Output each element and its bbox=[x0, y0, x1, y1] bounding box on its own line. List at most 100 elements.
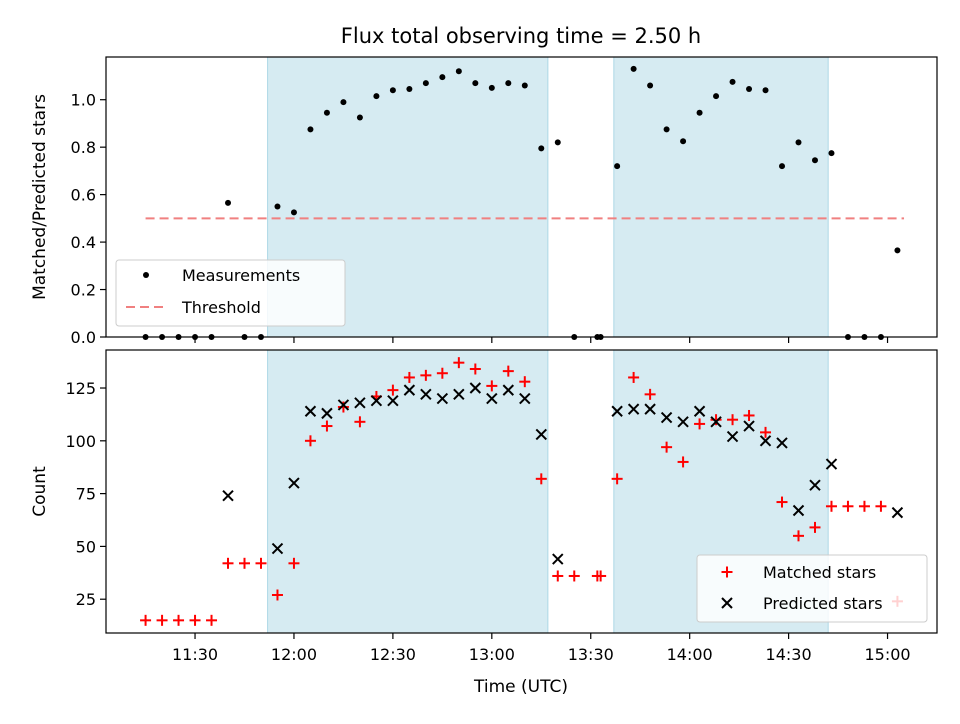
predicted-stars-point-b bbox=[436, 392, 449, 405]
measurement-point bbox=[713, 93, 720, 100]
measurement-point bbox=[225, 199, 232, 206]
matched-stars-point bbox=[420, 369, 432, 381]
predicted-stars-point bbox=[710, 416, 722, 428]
legend-measurements-label: Measurements bbox=[182, 266, 300, 285]
y-tick-label: 0.8 bbox=[71, 138, 96, 157]
axes-frame bbox=[105, 349, 938, 634]
matched-stars-point bbox=[694, 418, 706, 430]
matched-stars-point bbox=[502, 365, 514, 377]
legend-predicted-label: Predicted stars bbox=[763, 594, 883, 613]
predicted-stars-point bbox=[321, 407, 333, 420]
predicted-stars-point-b bbox=[644, 403, 656, 415]
predicted-stars-point-b bbox=[271, 542, 284, 555]
matched-stars-point bbox=[568, 570, 580, 582]
predicted-stars-point-b bbox=[759, 435, 772, 447]
chart-title: Flux total observing time = 2.50 h bbox=[341, 24, 701, 48]
matched-stars-point bbox=[552, 570, 564, 582]
predicted-stars-point-b bbox=[611, 405, 623, 417]
predicted-stars-point bbox=[469, 382, 482, 394]
predicted-stars-point-b bbox=[321, 407, 333, 420]
predicted-stars-point-b bbox=[891, 506, 904, 519]
predicted-stars-point bbox=[354, 397, 366, 409]
predicted-stars-point bbox=[776, 437, 788, 449]
matched-stars-point bbox=[354, 416, 366, 428]
legend-matched-label: Matched stars bbox=[763, 563, 876, 582]
predicted-stars-point bbox=[726, 430, 739, 443]
predicted-stars-point bbox=[677, 416, 689, 428]
y-tick-label: 0.4 bbox=[71, 233, 96, 252]
matched-stars-point bbox=[288, 557, 300, 569]
matched-stars-point bbox=[206, 614, 218, 626]
predicted-stars-point bbox=[627, 403, 640, 415]
matched-stars-point bbox=[239, 557, 250, 569]
predicted-stars-point-b bbox=[222, 490, 234, 502]
matched-stars-point bbox=[611, 473, 623, 485]
matched-stars-point bbox=[469, 363, 481, 375]
y-axis-label: Count bbox=[30, 466, 50, 517]
matched-stars-point bbox=[519, 376, 531, 388]
measurement-point bbox=[422, 80, 429, 87]
predicted-stars-point-b bbox=[535, 428, 547, 441]
predicted-stars-point-b bbox=[660, 411, 673, 424]
measurement-point bbox=[729, 78, 736, 85]
x-tick-label: 14:30 bbox=[766, 645, 812, 664]
measurement-point bbox=[274, 203, 281, 210]
predicted-stars-point bbox=[420, 388, 432, 401]
matched-stars-point bbox=[644, 388, 656, 400]
y-tick-label: 0.6 bbox=[71, 186, 96, 205]
predicted-stars-point-b bbox=[809, 479, 821, 491]
predicted-stars-point bbox=[792, 504, 805, 517]
matched-stars-point bbox=[743, 409, 755, 421]
predicted-stars-point bbox=[436, 392, 449, 405]
x-tick-label: 12:30 bbox=[370, 645, 416, 664]
predicted-stars-point bbox=[387, 394, 399, 407]
matched-stars-point bbox=[304, 435, 316, 447]
observing-interval-2 bbox=[613, 56, 829, 338]
measurement-point bbox=[630, 65, 637, 72]
matched-stars-point bbox=[453, 357, 465, 369]
measurement-point bbox=[762, 87, 769, 94]
measurement-point bbox=[323, 109, 330, 116]
measurement-point bbox=[521, 82, 528, 89]
predicted-stars-point-b bbox=[337, 399, 350, 411]
measurement-point bbox=[373, 93, 380, 100]
predicted-stars-point-b bbox=[502, 384, 515, 396]
measurement-point bbox=[307, 126, 314, 133]
x-tick-label: 13:30 bbox=[568, 645, 614, 664]
axes-frame bbox=[105, 56, 938, 338]
measurement-point bbox=[614, 163, 621, 170]
predicted-stars-point bbox=[644, 403, 656, 415]
measurement-point bbox=[779, 163, 786, 170]
measurement-point bbox=[647, 82, 654, 89]
predicted-stars-point-b bbox=[792, 504, 805, 517]
y-tick-label: 0.2 bbox=[71, 281, 96, 300]
predicted-stars-point bbox=[743, 420, 755, 432]
predicted-stars-point-b bbox=[453, 388, 465, 401]
measurement-point bbox=[746, 86, 753, 93]
x-tick-label: 15:00 bbox=[864, 645, 910, 664]
y-axis-label: Matched/Predicted stars bbox=[30, 94, 50, 300]
predicted-stars-point-b bbox=[354, 397, 366, 409]
y-tick-label: 100 bbox=[65, 432, 96, 451]
matched-stars-point bbox=[535, 473, 547, 485]
measurement-point bbox=[389, 87, 396, 94]
matched-stars-point bbox=[776, 496, 788, 508]
predicted-stars-point-b bbox=[726, 430, 739, 443]
y-tick-label: 0.0 bbox=[71, 328, 96, 347]
matched-stars-point bbox=[595, 570, 607, 582]
predicted-stars-point-b bbox=[776, 437, 788, 449]
matched-stars-point bbox=[255, 557, 267, 569]
matched-stars-point bbox=[337, 401, 349, 413]
y-tick-label: 75 bbox=[76, 485, 96, 504]
matched-stars-point bbox=[858, 500, 870, 512]
measurement-point bbox=[811, 157, 818, 164]
legend-predicted-marker-b bbox=[721, 597, 733, 609]
measurement-point bbox=[455, 68, 462, 75]
matched-stars-point bbox=[825, 500, 837, 512]
measurement-point bbox=[828, 150, 835, 157]
matched-stars-point bbox=[173, 614, 185, 626]
matched-stars-point bbox=[436, 367, 448, 379]
measurement-point bbox=[505, 80, 512, 87]
predicted-stars-point-b bbox=[825, 458, 838, 470]
predicted-stars-point-b bbox=[420, 388, 432, 401]
